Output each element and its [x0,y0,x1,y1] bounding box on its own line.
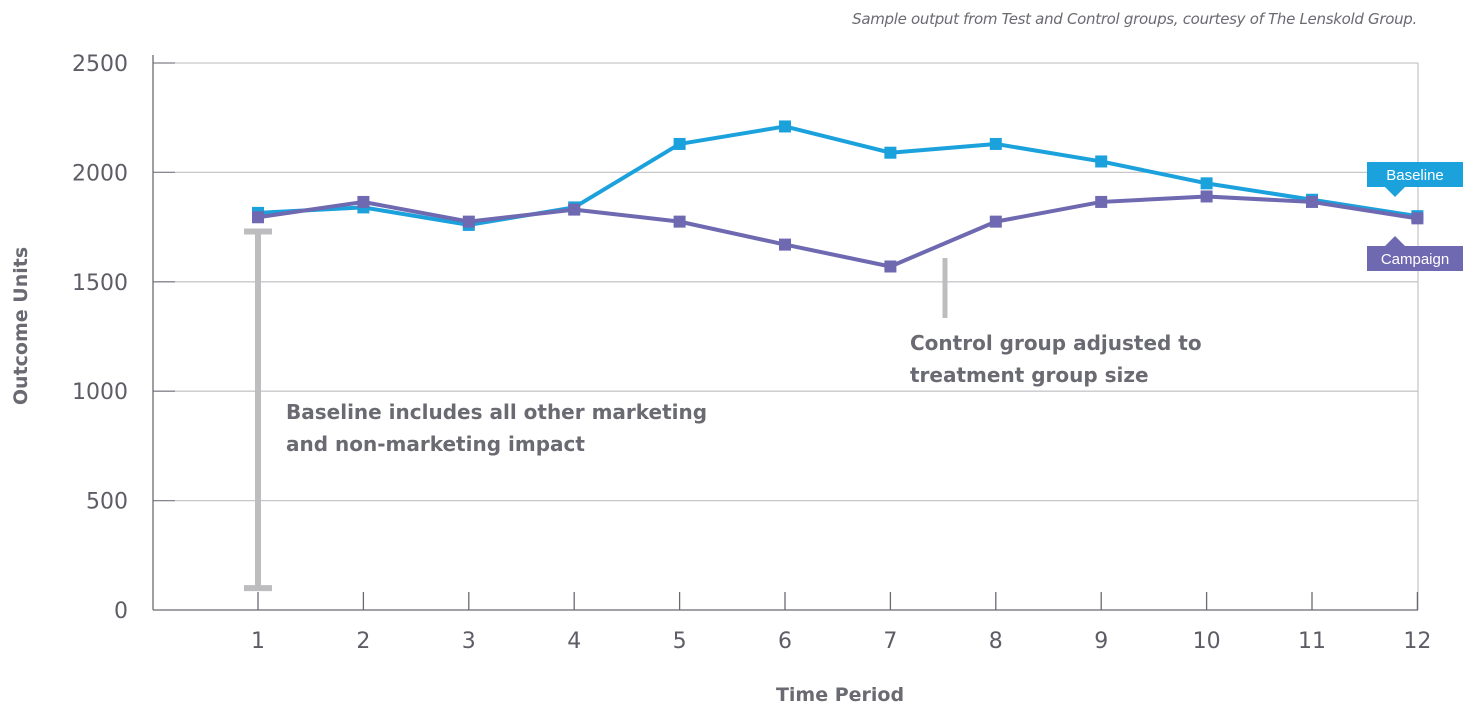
campaign-tag-label: Campaign [1381,251,1449,268]
x-axis-title: Time Period [776,684,904,706]
data-point-campaign [252,211,264,224]
x-tick-label: 1 [251,629,265,654]
x-tick-labels: 1 2 3 4 5 6 7 8 9 10 11 12 [251,629,1431,654]
series-end-labels: Baseline Campaign [1367,162,1463,271]
gridlines [153,62,1419,610]
y-tick-label: 0 [114,599,128,624]
source-caption: Sample output from Test and Control grou… [852,10,1417,28]
series-group [252,120,1424,273]
data-point-campaign [989,215,1002,228]
y-tick-label: 1500 [72,271,128,296]
baseline-tag-label: Baseline [1386,167,1444,184]
series-line-campaign [257,194,1418,269]
baseline-note-line: and non-marketing impact [286,432,585,456]
campaign-tag-pointer [1385,236,1405,246]
data-point-campaign [357,195,370,208]
x-tick-label: 5 [673,629,687,654]
data-point-baseline [1200,177,1213,190]
x-tick-label: 11 [1298,629,1326,654]
x-tick-label: 2 [356,629,370,654]
campaign-tag [1367,246,1463,271]
y-tick-labels: 0 500 1000 1500 2000 2500 [72,52,128,624]
x-tick-label: 8 [989,629,1003,654]
x-tick-label: 6 [778,629,792,654]
data-point-campaign [673,215,686,228]
data-point-baseline [673,137,686,150]
x-tick-label: 7 [883,629,897,654]
data-point-campaign [568,203,581,216]
data-point-campaign [462,215,475,228]
data-point-campaign [779,238,791,251]
control-note-line: treatment group size [910,363,1149,387]
baseline-tag-pointer [1385,187,1405,197]
annotation-brackets [244,228,948,592]
y-tick-label: 2000 [72,161,128,186]
data-point-campaign [884,260,897,273]
series-line-baseline [257,124,1418,227]
baseline-note-line: Baseline includes all other marketing [286,400,707,424]
control-note-line: Control group adjusted to [910,331,1202,355]
data-point-campaign [1306,195,1318,208]
data-point-campaign [1411,212,1424,225]
x-tick-label: 4 [567,629,581,654]
data-point-baseline [884,146,897,159]
data-point-campaign [1095,195,1108,208]
data-point-campaign [1200,190,1213,203]
x-tick-label: 12 [1403,629,1431,654]
data-point-baseline [1095,155,1108,168]
y-tick-label: 2500 [72,52,128,77]
annotation-text: Baseline includes all other marketing and… [286,331,1202,456]
x-tick-label: 9 [1094,629,1108,654]
y-tick-label: 500 [86,490,128,515]
y-axis-title: Outcome Units [10,247,32,405]
y-tick-label: 1000 [72,380,128,405]
x-tick-label: 10 [1193,629,1221,654]
x-tick-label: 3 [462,629,476,654]
axes [152,55,1419,611]
baseline-tag [1367,162,1463,187]
data-point-baseline [779,120,791,133]
data-point-baseline [989,137,1002,150]
